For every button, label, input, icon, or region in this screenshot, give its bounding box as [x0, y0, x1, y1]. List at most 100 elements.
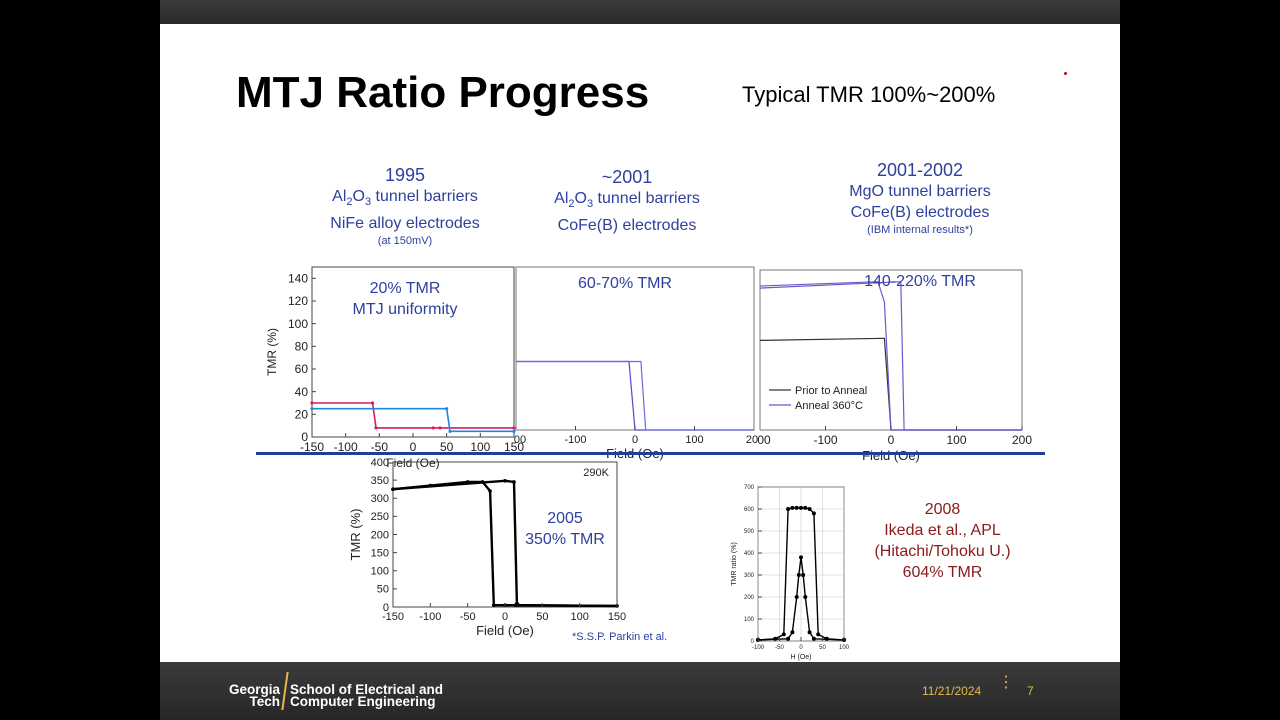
series-0-point-0 [310, 401, 314, 405]
slide-date: 11/21/2024 [922, 684, 982, 698]
logo-divider [281, 672, 289, 710]
series-1-point-4 [516, 603, 521, 607]
y-tick-label-5: 100 [288, 317, 308, 331]
chart-2005: -150 -100 -50 0 50 100 150 0 50 100 150 200 250 300 35… [348, 457, 626, 638]
x-tick-label-3: 50 [819, 645, 826, 651]
caption-1995-barrier: Al2O3 tunnel barriers [332, 188, 478, 209]
x-tick-label-4: 100 [839, 645, 850, 651]
caption-1995: 1995 Al2O3 tunnel barriers NiFe alloy el… [300, 165, 510, 248]
x-tick-edge-right: 20 [746, 434, 758, 446]
series-line-2 [759, 281, 1022, 431]
slide-footer: Georgia Tech School of Electrical and Co… [160, 662, 1120, 720]
inset-1995: 20% TMR MTJ uniformity [320, 278, 490, 320]
label-2008-year: 2008 [924, 501, 961, 518]
y-tick-label-3: 300 [744, 573, 755, 579]
x-tick-label-4: 50 [440, 440, 454, 454]
y-tick-label-0: 0 [751, 639, 755, 645]
series-0-point-5 [492, 603, 496, 607]
x-tick-label-1: -50 [775, 645, 784, 651]
georgia-tech-logo: Georgia Tech [228, 682, 280, 709]
series-line-1 [392, 479, 618, 608]
x-tick-label-3: 200 [1012, 433, 1032, 447]
caption-2002-barrier: MgO tunnel barriers [849, 183, 991, 200]
x-axis-label: Field (Oe) [476, 623, 534, 638]
y-tick-label-1: 100 [744, 617, 755, 623]
series-0-point-2 [781, 632, 786, 637]
x-tick-label-3: 0 [410, 440, 417, 454]
y-tick-label-4: 200 [371, 529, 389, 541]
x-tick-label-0: -150 [300, 440, 324, 454]
y-tick-label-2: 100 [371, 566, 389, 578]
y-tick-label-5: 500 [744, 529, 755, 535]
series-1-point-2 [512, 480, 516, 484]
x-tick-label-2: 100 [685, 434, 703, 446]
x-tick-label-2: -50 [371, 440, 389, 454]
series-line-1 [516, 360, 754, 431]
label-2008-authors: Ikeda et al., APL [884, 522, 1001, 539]
series-0-point-5 [794, 505, 799, 510]
series-0-point-5 [512, 426, 516, 430]
series-1-point-1 [786, 636, 791, 641]
y-tick-label-2: 200 [744, 595, 755, 601]
caption-2001-electrode: CoFe(B) electrodes [557, 217, 697, 235]
caption-1995-note: (at 150mV) [377, 235, 433, 248]
x-axis-label: H (Oe) [791, 654, 812, 661]
caption-2002-note: (IBM internal results*) [867, 224, 973, 236]
x-tick-edge-left: 00 [514, 434, 526, 446]
y-tick-label-1: 50 [377, 584, 389, 596]
series-1-point-4 [796, 573, 801, 577]
series-1-point-3 [794, 595, 799, 599]
chart-2008: -100 -50 0 50 100 0 100 200 300 400 500 600 700 H (Oe… [731, 485, 850, 661]
series-1-point-2 [790, 630, 795, 635]
credit-parkin: *S.S.P. Parkin et al. [572, 631, 668, 643]
x-tick-label-0: -100 [564, 434, 586, 446]
y-tick-label-6: 120 [288, 294, 308, 308]
chart-2002: -100 0 100 200 Field (Oe) 00 Prior to Anneal An… [757, 269, 1032, 463]
inset-1995-line2: MTJ uniformity [352, 301, 458, 318]
series-0-point-7 [803, 505, 808, 510]
chart-1995: -150 -100 -50 0 50 100 150 0 20 40 60 80 100 120 140 Fi… [265, 266, 524, 470]
x-tick-label-3: 0 [502, 611, 508, 623]
y-tick-label-8: 400 [371, 457, 389, 469]
series-1-point-8 [807, 630, 812, 635]
x-tick-label-6: 150 [504, 440, 524, 454]
label-2008-institution: (Hitachi/Tohoku U.) [874, 543, 1011, 560]
series-1-point-5 [799, 555, 803, 560]
x-tick-label-2: 100 [946, 433, 966, 447]
x-axis-label: Field (Oe) [862, 448, 920, 463]
y-tick-label-6: 300 [371, 493, 389, 505]
caption-2001-year: ~2001 [601, 167, 653, 187]
caption-2002-electrode: CoFe(B) electrodes [850, 204, 990, 221]
x-tick-label-0: -150 [382, 611, 404, 623]
x-tick-label-6: 150 [608, 611, 626, 623]
series-0-point-4 [790, 505, 795, 510]
slide-subtitle: Typical TMR 100%~200% [742, 82, 996, 107]
x-tick-label-1: -100 [334, 440, 358, 454]
slide-title: MTJ Ratio Progress [236, 68, 650, 117]
legend-label-prior: Prior to Anneal [795, 385, 867, 397]
x-tick-label-1: 0 [888, 433, 895, 447]
page-number: 7 [1027, 684, 1034, 698]
series-1-point-1 [503, 479, 507, 483]
x-tick-label-2: 0 [799, 645, 803, 651]
inset-2001: 60-70% TMR [578, 275, 672, 292]
y-tick-label-7: 700 [744, 485, 755, 491]
caption-1995-year: 1995 [384, 165, 426, 185]
school-name: School of Electrical and Computer Engine… [290, 682, 444, 709]
x-tick-label-0: -100 [813, 433, 837, 447]
y-tick-label-2: 40 [295, 385, 309, 399]
series-1-point-1 [445, 407, 449, 411]
laser-pointer-dot [1064, 72, 1067, 75]
series-0-point-6 [799, 505, 803, 510]
series-1-point-0 [391, 487, 395, 491]
caption-2001: ~2001 Al2O3 tunnel barriers CoFe(B) elec… [522, 167, 732, 236]
footer-separator: ⋮ [998, 674, 1014, 691]
label-2008: 2008 Ikeda et al., APL (Hitachi/Tohoku U… [855, 499, 1030, 583]
series-1-point-2 [448, 429, 452, 433]
y-tick-label-6: 600 [744, 507, 755, 513]
divider-line [256, 452, 1045, 455]
caption-2002: 2001-2002 MgO tunnel barriers CoFe(B) el… [815, 160, 1025, 237]
inset-2002: 140-220% TMR [864, 273, 976, 290]
x-tick-label-5: 100 [470, 440, 490, 454]
series-0-point-3 [431, 426, 435, 430]
